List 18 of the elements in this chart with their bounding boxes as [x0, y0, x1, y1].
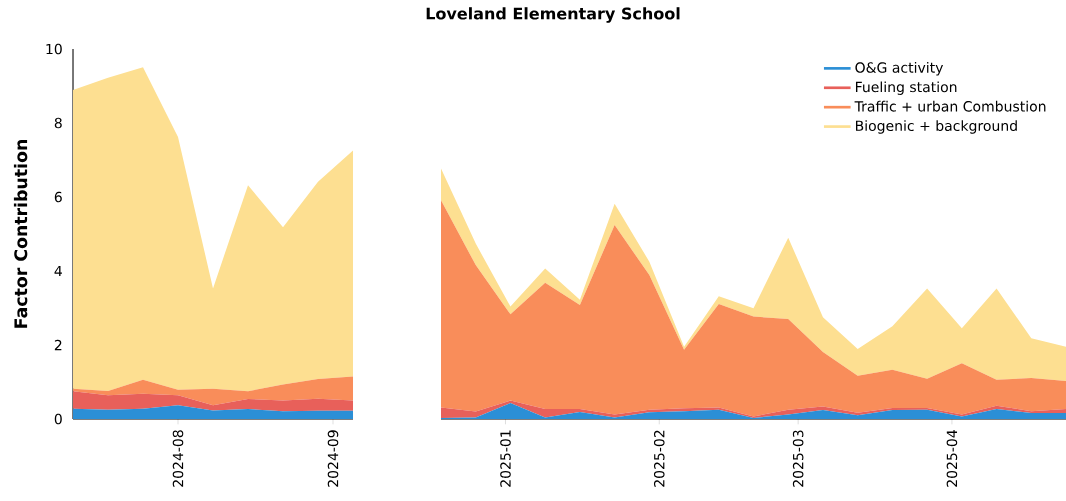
y-tick-label: 10 [46, 43, 62, 55]
chart-title: Loveland Elementary School [426, 7, 680, 23]
x-tick-label: 2025-04 [946, 430, 958, 487]
y-tick-label: 2 [54, 339, 62, 351]
y-tick-label: 6 [54, 191, 62, 203]
y-axis-title: Factor Contribution [13, 140, 28, 328]
legend-label: Fueling station [855, 81, 957, 95]
x-tick-label: 2025-03 [792, 430, 804, 487]
y-tick-label: 4 [54, 265, 62, 277]
legend-label: O&G activity [855, 62, 944, 76]
y-tick-label: 8 [54, 117, 62, 129]
y-tick-label: 0 [54, 413, 62, 425]
x-tick-label: 2025-01 [500, 430, 511, 487]
legend-label: Biogenic + background [855, 120, 1017, 134]
x-tick-label: 2025-02 [653, 430, 665, 487]
x-tick-label: 2024-09 [327, 430, 339, 487]
legend-label: Traffic + urban Combustion [854, 100, 1046, 112]
x-tick-label: 2024-08 [172, 430, 184, 487]
